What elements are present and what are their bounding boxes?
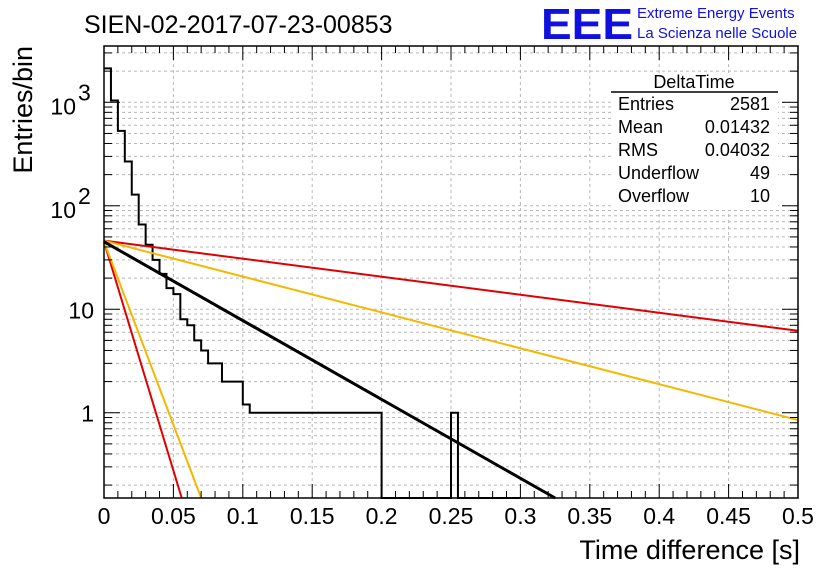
fit-lines: [103, 239, 799, 500]
x-tick-label: 0.05: [151, 503, 196, 529]
x-tick-label: 0.25: [429, 503, 474, 529]
stat-label-overflow: Overflow: [618, 186, 690, 206]
fit-line-4: [103, 239, 799, 422]
y-tick-exponent: 2: [78, 183, 91, 209]
stat-value-underflow: 49: [750, 163, 770, 183]
logo-line-2: La Scienza nelle Scuole: [637, 25, 797, 42]
stat-value-overflow: 10: [750, 186, 770, 206]
chart-title: SIEN-02-2017-07-23-00853: [84, 11, 393, 39]
x-tick-label: 0: [98, 503, 111, 529]
y-tick-label: 10: [68, 297, 94, 323]
y-tick-label: 10: [50, 93, 76, 119]
y-tick-exponent: 3: [78, 79, 91, 105]
fit-line-5: [103, 240, 556, 500]
x-tick-label: 0.3: [504, 503, 536, 529]
y-axis-title: Entries/bin: [8, 46, 38, 174]
x-tick-label: 0.2: [366, 503, 398, 529]
x-tick-label: 0.45: [706, 503, 751, 529]
stats-box: DeltaTime Entries 2581 Mean 0.01432 RMS …: [611, 72, 778, 210]
x-tick-label: 0.5: [782, 503, 814, 529]
x-tick-label: 0.4: [643, 503, 675, 529]
eee-logo: EEE: [541, 0, 633, 49]
stat-label-underflow: Underflow: [618, 163, 700, 183]
stat-value-entries: 2581: [730, 94, 770, 114]
fit-line-1: [103, 241, 183, 499]
x-ticks: 0 0.05 0.1 0.15 0.2 0.25 0.3 0.35 0.4 0.45 0.5: [98, 46, 814, 529]
stat-label-rms: RMS: [618, 140, 658, 160]
y-tick-label: 10: [50, 197, 76, 223]
x-tick-label: 0.35: [567, 503, 612, 529]
logo-line-1: Extreme Energy Events: [637, 5, 795, 22]
x-tick-label: 0.15: [290, 503, 335, 529]
fit-line-3: [103, 239, 799, 332]
fit-line-2: [103, 241, 203, 499]
stat-label-entries: Entries: [618, 94, 674, 114]
plot-area: [103, 67, 799, 500]
stat-label-mean: Mean: [618, 117, 663, 137]
stats-title: DeltaTime: [653, 72, 734, 92]
x-axis-title: Time difference [s]: [579, 535, 800, 565]
stat-value-mean: 0.01432: [705, 117, 770, 137]
y-tick-label: 1: [81, 401, 94, 427]
stat-value-rms: 0.04032: [705, 140, 770, 160]
x-tick-label: 0.1: [227, 503, 259, 529]
